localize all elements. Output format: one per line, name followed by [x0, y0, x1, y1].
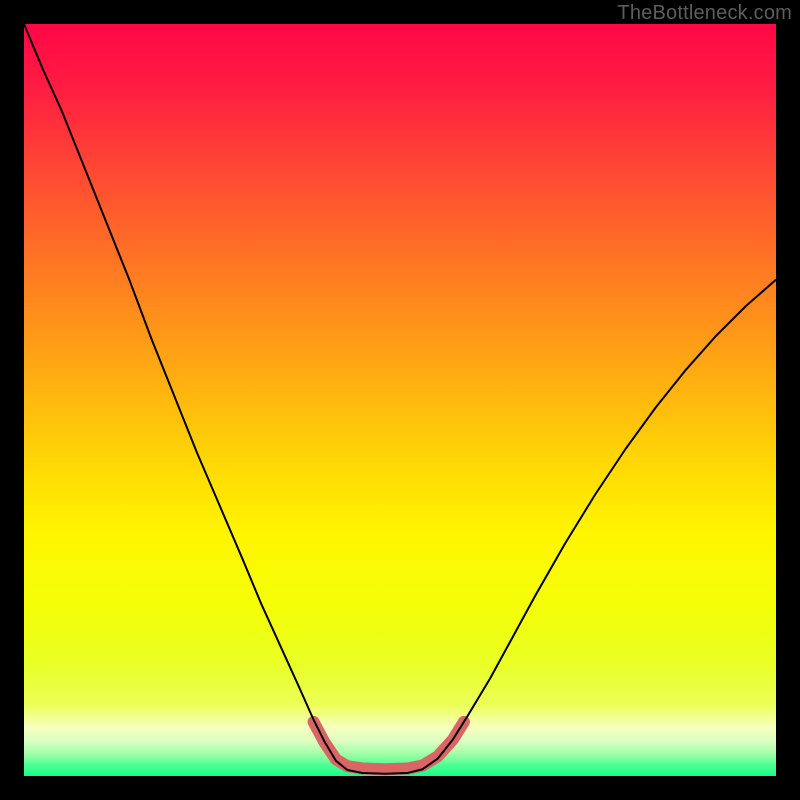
plot-area: [24, 24, 776, 776]
gradient-background: [24, 24, 776, 776]
watermark-text: TheBottleneck.com: [617, 2, 792, 25]
chart-svg: [24, 24, 776, 776]
chart-frame: TheBottleneck.com: [0, 0, 800, 800]
